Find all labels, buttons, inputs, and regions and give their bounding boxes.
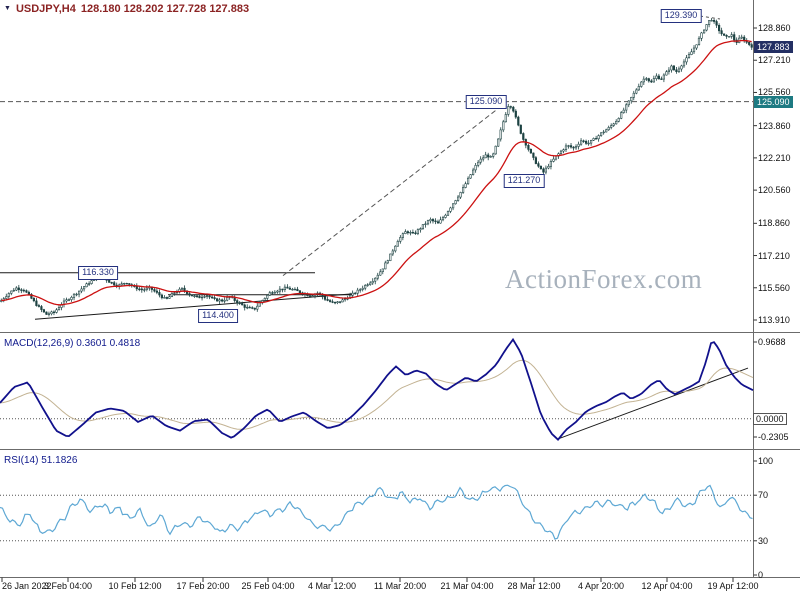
rsi-value: 51.1826: [41, 455, 78, 466]
label-129-390: 129.390: [660, 9, 702, 23]
macd-panel-label: MACD(12,26,9) 0.3601 0.4818: [4, 338, 140, 349]
watermark: ActionForex.com: [505, 264, 703, 294]
label-116-330: 116.330: [78, 266, 118, 280]
macd-zero-label: 0.0000: [753, 413, 787, 425]
symbol-title: ▼ USDJPY,H4 128.180 128.202 127.728 127.…: [4, 3, 249, 15]
instrument-name: USDJPY,H4: [15, 3, 76, 15]
rsi-label: RSI(14): [4, 455, 39, 466]
instrument-arrow-icon: ▼: [4, 5, 11, 12]
label-121-270: 121.270: [503, 174, 545, 188]
macd-values: 0.3601 0.4818: [76, 338, 141, 349]
marked-level-tag: 125.090: [754, 96, 793, 108]
current-price-tag: 127.883: [754, 41, 793, 53]
label-125-090: 125.090: [465, 95, 507, 109]
label-114-400: 114.400: [198, 309, 238, 323]
instrument-ohlc: 128.180 128.202 127.728 127.883: [80, 3, 250, 15]
rsi-panel-label: RSI(14) 51.1826: [4, 455, 77, 466]
macd-label: MACD(12,26,9): [4, 338, 74, 349]
